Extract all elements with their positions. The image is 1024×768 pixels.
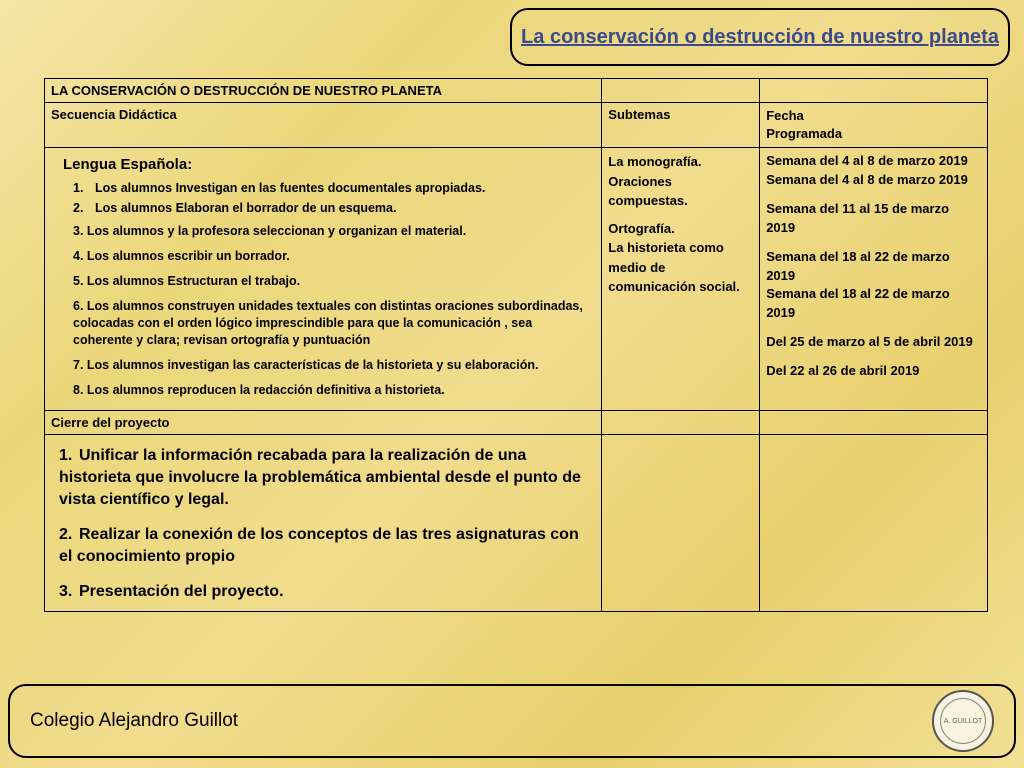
cierre-text: Realizar la conexión de los conceptos de… — [59, 526, 579, 565]
fecha-text: Semana del 11 al 15 de marzo 2019 — [766, 201, 949, 235]
empty-cell — [602, 79, 760, 103]
list-item: 8. Los alumnos reproducen la redacción d… — [73, 382, 595, 399]
secuencia-content: Lengua Española: 1.Los alumnos Investiga… — [45, 148, 602, 411]
seal-label: A. GUILLOT — [944, 718, 983, 725]
footer-text: Colegio Alejandro Guillot — [30, 710, 238, 732]
fecha-text: Del 22 al 26 de abril 2019 — [766, 363, 919, 378]
fecha-l2: Programada — [766, 126, 842, 141]
cierre-header: Cierre del proyecto — [45, 411, 602, 435]
fecha-text: Semana del 18 al 22 de marzo 2019 — [766, 249, 950, 283]
list-item: 5. Los alumnos Estructuran el trabajo. — [73, 273, 595, 290]
fechas-content: Semana del 4 al 8 de marzo 2019 Semana d… — [760, 148, 988, 411]
fecha-text: Del 25 de marzo al 5 de abril 2019 — [766, 334, 973, 349]
header-secuencia: Secuencia Didáctica — [45, 103, 602, 148]
subtema: La monografía. — [608, 152, 753, 172]
cierre-text: Presentación del proyecto. — [79, 583, 284, 600]
main-table: LA CONSERVACIÓN O DESTRUCCIÓN DE NUESTRO… — [44, 78, 988, 612]
fecha-item: Del 25 de marzo al 5 de abril 2019 — [766, 333, 981, 352]
title-box: La conservación o destrucción de nuestro… — [510, 8, 1010, 66]
header-main: LA CONSERVACIÓN O DESTRUCCIÓN DE NUESTRO… — [45, 79, 602, 103]
table-row: Secuencia Didáctica Subtemas Fecha Progr… — [45, 103, 988, 148]
fecha-item: Del 22 al 26 de abril 2019 — [766, 362, 981, 381]
subtemas-content: La monografía. Oraciones compuestas. Ort… — [602, 148, 760, 411]
header-subtemas: Subtemas — [602, 103, 760, 148]
footer-box: Colegio Alejandro Guillot A. GUILLOT — [8, 684, 1016, 758]
item-text: Los alumnos Elaboran el borrador de un e… — [95, 201, 396, 215]
fecha-item: Semana del 11 al 15 de marzo 2019 — [766, 200, 981, 238]
subtema: Ortografía. — [608, 219, 753, 239]
table-row: Lengua Española: 1.Los alumnos Investiga… — [45, 148, 988, 411]
empty-cell — [602, 435, 760, 612]
list-item: 3. Los alumnos y la profesora selecciona… — [73, 223, 595, 240]
fecha-text: Semana del 4 al 8 de marzo 2019 — [766, 153, 968, 168]
list-item: 7. Los alumnos investigan las caracterís… — [73, 357, 595, 374]
cierre-item: 3.Presentación del proyecto. — [59, 581, 595, 603]
cierre-text: Unificar la información recabada para la… — [59, 447, 581, 507]
fecha-l1: Fecha — [766, 108, 804, 123]
list-item: 6. Los alumnos construyen unidades textu… — [73, 298, 595, 349]
fecha-text: Semana del 4 al 8 de marzo 2019 — [766, 172, 968, 187]
page-title: La conservación o destrucción de nuestro… — [521, 25, 999, 49]
empty-cell — [760, 79, 988, 103]
empty-cell — [760, 411, 988, 435]
school-seal-icon: A. GUILLOT — [932, 690, 994, 752]
list-item: 1.Los alumnos Investigan en las fuentes … — [73, 181, 595, 195]
item-text: Los alumnos Investigan en las fuentes do… — [95, 181, 485, 195]
table-row: Cierre del proyecto — [45, 411, 988, 435]
header-fecha: Fecha Programada — [760, 103, 988, 148]
table-row: LA CONSERVACIÓN O DESTRUCCIÓN DE NUESTRO… — [45, 79, 988, 103]
table-row: 1.Unificar la información recabada para … — [45, 435, 988, 612]
cierre-item: 1.Unificar la información recabada para … — [59, 445, 595, 510]
fecha-item: Semana del 18 al 22 de marzo 2019 Semana… — [766, 248, 981, 323]
subtema: Oraciones compuestas. — [608, 172, 753, 211]
cierre-body: 1.Unificar la información recabada para … — [45, 435, 602, 612]
subtema: La historieta como medio de comunicación… — [608, 238, 753, 297]
empty-cell — [760, 435, 988, 612]
empty-cell — [602, 411, 760, 435]
list-item: 4. Los alumnos escribir un borrador. — [73, 248, 595, 265]
fecha-item: Semana del 4 al 8 de marzo 2019 Semana d… — [766, 152, 981, 190]
fecha-text: Semana del 18 al 22 de marzo 2019 — [766, 286, 950, 320]
lengua-title: Lengua Española: — [63, 156, 595, 173]
list-item: 2.Los alumnos Elaboran el borrador de un… — [73, 201, 595, 215]
cierre-item: 2.Realizar la conexión de los conceptos … — [59, 524, 595, 567]
